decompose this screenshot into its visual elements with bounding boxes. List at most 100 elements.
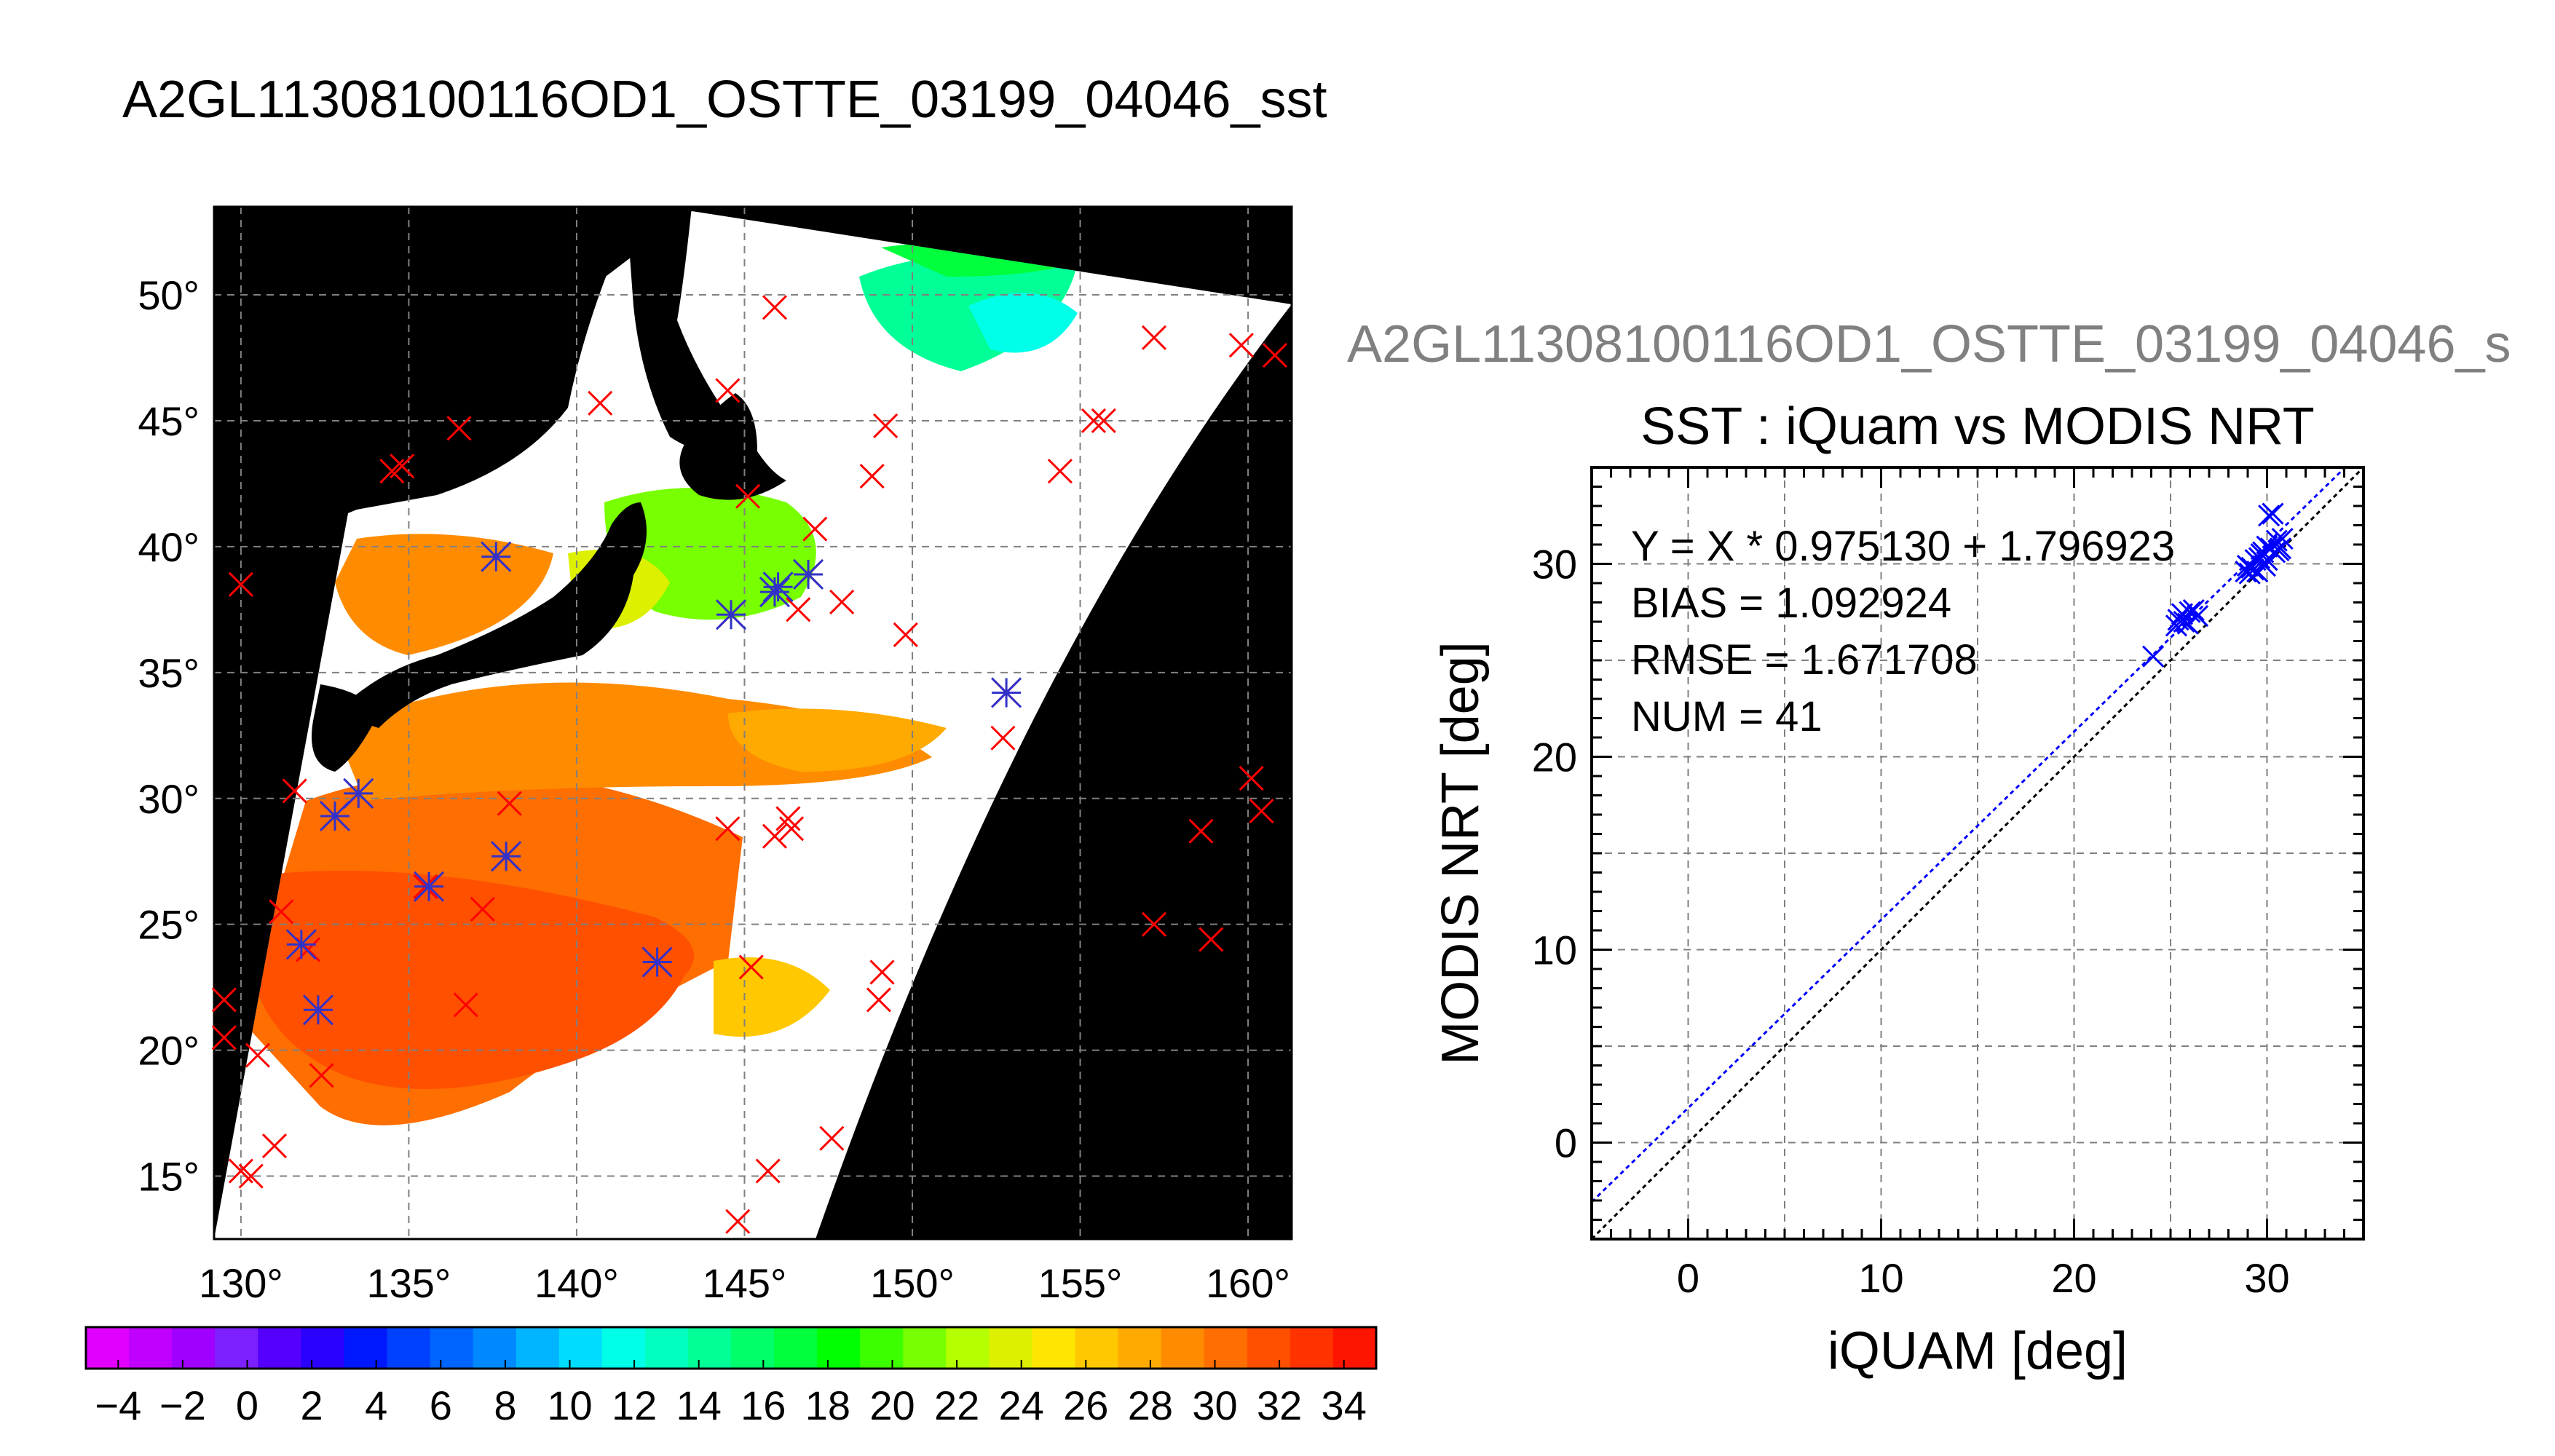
- sst-region: [968, 293, 1078, 353]
- colorbar-segment: [430, 1327, 474, 1369]
- iquam-point: [775, 806, 801, 831]
- land-kyushu: [312, 684, 379, 772]
- iquam-point: [1081, 408, 1107, 434]
- iquam-point: [802, 516, 828, 542]
- colorbar-segment: [1332, 1327, 1377, 1369]
- y-tick-label: 20: [1532, 735, 1577, 780]
- lat-tick-label: 35°: [138, 650, 200, 696]
- colorbar-segment: [1290, 1327, 1334, 1369]
- iquam-point: [725, 1208, 751, 1234]
- colorbar-tick-label: 12: [612, 1382, 657, 1428]
- colorbar-segment: [172, 1327, 216, 1369]
- colorbar-tick-label: −2: [159, 1382, 206, 1428]
- iquam-point: [282, 778, 307, 804]
- iquam-point: [211, 987, 237, 1013]
- iquam-point: [762, 823, 788, 849]
- land-hokkaido: [679, 393, 786, 500]
- iquam-point: [1262, 342, 1288, 368]
- colorbar-segment: [86, 1327, 130, 1369]
- one-to-one-line: [1592, 467, 2364, 1239]
- land-asia: [214, 207, 626, 568]
- matchup-point: [414, 871, 445, 902]
- colorbar-segment: [1118, 1327, 1162, 1369]
- colorbar-segment: [989, 1327, 1032, 1369]
- sst-region: [859, 253, 1078, 371]
- scatter-title: SST : iQuam vs MODIS NRT: [1640, 397, 2315, 456]
- sst-region: [248, 871, 695, 1089]
- colorbar-tick-label: 16: [741, 1382, 786, 1428]
- scatter-point: [2182, 599, 2205, 622]
- iquam-point: [269, 899, 294, 925]
- stats-line: BIAS = 1.092924: [1631, 579, 1951, 627]
- lat-tick-label: 40°: [138, 524, 200, 570]
- colorbar-segment: [516, 1327, 560, 1369]
- colorbar-tick-label: 22: [934, 1382, 979, 1428]
- iquam-point: [1249, 798, 1274, 824]
- matchup-point: [762, 571, 794, 603]
- colorbar-frame: [84, 1326, 1378, 1370]
- iquam-point: [470, 896, 495, 922]
- x-axis-label: iQUAM [deg]: [1828, 1322, 2128, 1380]
- iquam-point: [390, 454, 415, 479]
- matchup-point: [715, 599, 747, 630]
- iquam-point: [211, 1025, 237, 1051]
- scatter-point: [2142, 645, 2165, 668]
- iquam-point: [1198, 927, 1224, 952]
- land-sakhalin: [626, 207, 743, 451]
- colorbar-segment: [558, 1327, 603, 1369]
- colorbar: −4 −2 0 2 4 6 8 10 12 14 16 18 20 22 24 26 28 30 32 34: [84, 1326, 1378, 1428]
- scatter-filename-title: A2GL11308100116OD1_OSTTE_03199_04046_s: [1347, 315, 2511, 373]
- colorbar-segment: [1161, 1327, 1205, 1369]
- iquam-point: [715, 816, 741, 842]
- lat-tick-label: 20°: [138, 1028, 200, 1074]
- colorbar-segment: [258, 1327, 301, 1369]
- iquam-point: [859, 464, 885, 489]
- iquam-point: [866, 987, 891, 1013]
- main-title: A2GL11308100116OD1_OSTTE_03199_04046_sst: [122, 71, 1327, 129]
- stats-line: Y = X * 0.975130 + 1.796923: [1631, 523, 2175, 570]
- colorbar-tick-label: −4: [95, 1382, 141, 1428]
- colorbar-tick-label: 18: [805, 1382, 850, 1428]
- lon-tick-label: 130°: [199, 1260, 283, 1306]
- colorbar-tick-label: 4: [365, 1382, 387, 1428]
- matchup-point: [641, 946, 673, 978]
- lat-tick-label: 15°: [138, 1154, 200, 1200]
- land: [214, 207, 823, 772]
- colorbar-tick-label: 34: [1322, 1382, 1367, 1428]
- colorbar-tick-label: 30: [1192, 1382, 1237, 1428]
- matchup-point: [302, 994, 333, 1026]
- colorbar-tick-label: 8: [494, 1382, 516, 1428]
- iquam-point: [309, 1063, 334, 1088]
- colorbar-segment: [903, 1327, 947, 1369]
- colorbar-segment: [601, 1327, 646, 1369]
- lon-tick-label: 140°: [534, 1260, 619, 1306]
- colorbar-segment: [473, 1327, 517, 1369]
- lon-tick-label: 135°: [367, 1260, 451, 1306]
- stats-line: NUM = 41: [1631, 693, 1823, 740]
- map-frame: [213, 205, 1293, 1241]
- iquam-point: [873, 413, 899, 438]
- iquam-point: [228, 571, 253, 597]
- iquam-point: [446, 416, 472, 441]
- iquam-point: [786, 597, 811, 622]
- colorbar-tick-label: 2: [301, 1382, 323, 1428]
- x-tick-label: 30: [2244, 1255, 2289, 1301]
- iquam-point: [1047, 459, 1073, 484]
- matchup-point: [491, 841, 522, 872]
- lat-tick-label: 30°: [138, 776, 200, 822]
- iquam-point: [762, 295, 788, 320]
- scatter-points: [2142, 502, 2294, 668]
- iquam-point: [1188, 818, 1214, 844]
- iquam-point: [893, 622, 918, 648]
- y-tick-label: 30: [1532, 542, 1577, 587]
- iquam-point: [497, 791, 522, 816]
- colorbar-tick-label: 32: [1257, 1382, 1302, 1428]
- scatter-point: [2187, 604, 2209, 628]
- colorbar-segment: [731, 1327, 775, 1369]
- iquam-point: [453, 992, 478, 1018]
- scatter-point: [2265, 529, 2288, 552]
- colorbar-tick-label: 10: [547, 1382, 592, 1428]
- matchup-point: [991, 677, 1022, 708]
